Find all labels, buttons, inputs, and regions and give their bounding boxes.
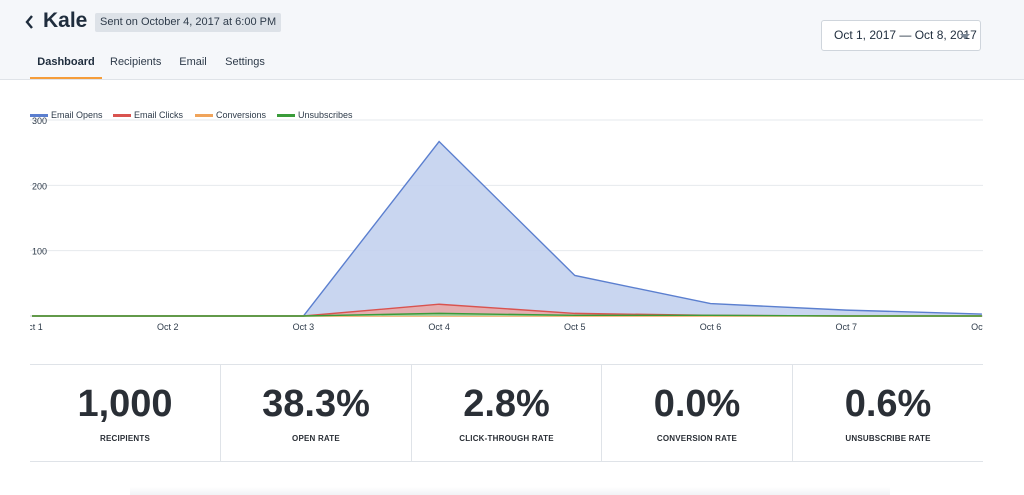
x-tick-label: Oct 6: [700, 322, 722, 332]
legend-label: Unsubscribes: [298, 110, 353, 120]
x-tick-label: Oct 4: [428, 322, 450, 332]
date-range-select[interactable]: Oct 1, 2017 — Oct 8, 2017: [821, 20, 981, 51]
line-unsubscribes: [32, 312, 982, 317]
legend-item-email-opens[interactable]: Email Opens: [30, 110, 103, 120]
legend-item-unsubscribes[interactable]: Unsubscribes: [277, 110, 353, 120]
bottom-panel-edge: [130, 487, 890, 495]
stat-recipients: 1,000 RECIPIENTS: [30, 365, 220, 461]
tab-recipients[interactable]: Recipients: [110, 56, 162, 68]
stat-value: 2.8%: [463, 383, 550, 425]
stat-open-rate: 38.3% OPEN RATE: [220, 365, 411, 461]
date-range-value: Oct 1, 2017 — Oct 8, 2017: [834, 28, 977, 42]
x-tick-label: Oct 3: [293, 322, 315, 332]
tab-settings[interactable]: Settings: [225, 56, 265, 68]
stat-click-through-rate: 2.8% CLICK-THROUGH RATE: [411, 365, 601, 461]
legend-item-conversions[interactable]: Conversions: [195, 110, 266, 120]
stat-value: 0.0%: [653, 383, 741, 425]
page-title: Kale: [43, 9, 88, 32]
stat-label: OPEN RATE: [292, 434, 340, 443]
legend-swatch: [30, 114, 48, 118]
x-tick-label: Oct 5: [564, 322, 586, 332]
area-email-clicks: [32, 304, 982, 316]
y-tick-label: 200: [32, 181, 47, 191]
legend-swatch: [277, 114, 295, 118]
legend-item-email-clicks[interactable]: Email Clicks: [113, 110, 183, 120]
stat-label: CLICK-THROUGH RATE: [459, 434, 554, 443]
stat-value: 38.3%: [262, 383, 370, 425]
stat-conversion-rate: 0.0% CONVERSION RATE: [601, 365, 792, 461]
stat-label: UNSUBSCRIBE RATE: [845, 434, 931, 443]
tab-dashboard[interactable]: Dashboard: [30, 50, 102, 79]
y-tick-label: 100: [32, 247, 47, 257]
legend-label: Email Clicks: [134, 110, 184, 120]
legend-swatch: [195, 114, 213, 118]
stat-label: RECIPIENTS: [99, 434, 150, 443]
legend-label: Conversions: [216, 110, 267, 120]
legend-label: Email Opens: [51, 110, 103, 120]
x-tick-label: Oct 7: [835, 322, 857, 332]
stat-value: 0.6%: [844, 383, 932, 425]
x-tick-label: Oct 8: [971, 322, 993, 332]
page-header: Kale Sent on October 4, 2017 at 6:00 PM …: [0, 0, 1024, 80]
stat-value: 1,000: [77, 383, 173, 425]
caret-down-icon: [960, 34, 970, 39]
tab-email[interactable]: Email: [179, 56, 207, 68]
x-tick-label: Oct 2: [157, 322, 179, 332]
area-email-opens: [32, 141, 982, 316]
stat-unsubscribe-rate: 0.6% UNSUBSCRIBE RATE: [792, 365, 983, 461]
chevron-left-icon[interactable]: [22, 12, 38, 32]
legend-swatch: [113, 114, 131, 118]
y-tick-label: 300: [32, 116, 47, 126]
stat-label: CONVERSION RATE: [656, 434, 738, 443]
x-tick-label: Oct 1: [21, 322, 43, 332]
sent-date-badge: Sent on October 4, 2017 at 6:00 PM: [95, 13, 282, 32]
stats-row: 1,000 RECIPIENTS 38.3% OPEN RATE 2.8% CL…: [30, 364, 983, 462]
activity-area-chart: 100 200 300 Oct 1 Oct 2 Oct 3 Oct 4 Oct 5 Oct 6 O…: [21, 116, 993, 332]
